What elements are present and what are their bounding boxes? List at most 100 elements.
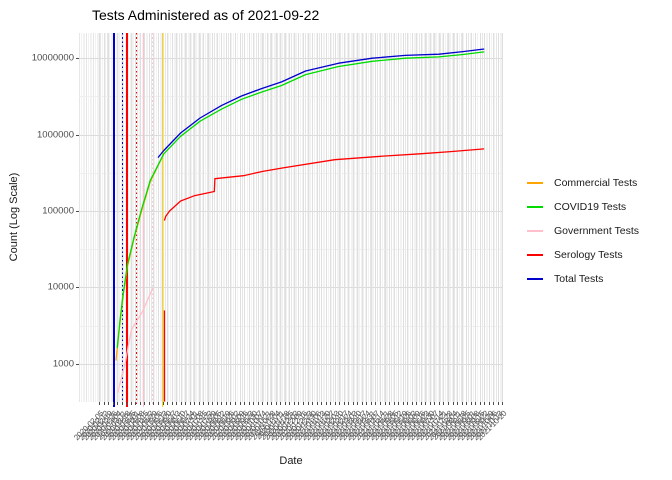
x-tick-mark — [203, 402, 205, 405]
gridline-vertical-major — [103, 33, 105, 402]
gridline-vertical-major — [352, 33, 354, 402]
legend-item-label: Government Tests — [554, 225, 640, 237]
x-tick-mark — [307, 402, 309, 405]
x-tick-mark — [370, 402, 372, 405]
gridline-vertical-major — [235, 33, 236, 402]
gridline-vertical-major — [221, 33, 223, 402]
legend-key-line — [527, 206, 543, 208]
gridline-vertical-major — [398, 33, 400, 402]
gridline-vertical-major — [112, 33, 114, 402]
gridline-vertical-major — [194, 33, 196, 402]
gridline-vertical-major — [375, 33, 377, 402]
gridline-vertical-major — [117, 33, 119, 402]
y-tick-mark — [76, 58, 79, 60]
x-tick-mark — [198, 402, 200, 405]
x-tick-mark — [221, 402, 223, 405]
x-tick-mark — [257, 402, 259, 405]
x-tick-mark — [393, 402, 395, 405]
legend-item: Total Tests — [527, 267, 639, 291]
gridline-vertical-major — [497, 33, 499, 402]
gridline-vertical-major — [321, 33, 323, 402]
x-tick-mark — [321, 402, 323, 405]
event-vline — [121, 33, 123, 407]
event-vline — [142, 33, 145, 407]
gridline-vertical-major — [262, 33, 264, 402]
gridline-vertical-major — [185, 33, 187, 402]
x-tick-mark — [470, 402, 472, 405]
gridline-vertical-major — [434, 33, 436, 402]
gridline-vertical-major — [171, 33, 173, 402]
gridline-vertical-major — [348, 33, 350, 402]
x-tick-mark — [384, 402, 386, 405]
y-tick-mark — [76, 287, 79, 289]
gridline-vertical-major — [461, 33, 463, 402]
x-tick-mark — [312, 402, 314, 405]
gridline-vertical-major — [316, 33, 318, 402]
gridline-vertical-major — [470, 33, 472, 402]
x-tick-mark — [176, 402, 178, 405]
x-tick-mark — [325, 402, 327, 405]
legend: Commercial Tests COVID19 Tests Government … — [527, 171, 639, 291]
gridline-vertical-major — [275, 33, 277, 402]
x-tick-mark — [112, 402, 114, 405]
x-tick-mark — [266, 402, 268, 405]
x-tick-mark — [407, 402, 409, 405]
x-tick-mark — [216, 402, 218, 405]
x-tick-mark — [180, 402, 182, 405]
gridline-vertical-major — [402, 33, 404, 402]
x-tick-mark — [284, 402, 286, 405]
event-vline — [135, 33, 138, 407]
x-tick-mark — [153, 402, 155, 405]
gridline-vertical-major — [357, 33, 359, 402]
gridline-vertical-major — [370, 33, 372, 402]
x-tick-mark — [438, 402, 440, 405]
gridline-vertical-major — [157, 33, 159, 402]
legend-item-label: Serology Tests — [554, 249, 623, 261]
y-tick-label: 1000 — [52, 358, 74, 370]
x-tick-mark — [452, 402, 454, 405]
legend-item-label: COVID19 Tests — [554, 201, 627, 213]
x-tick-mark — [339, 402, 341, 405]
gridline-vertical-major — [475, 33, 477, 402]
gridline-vertical-major — [339, 33, 341, 402]
gridline-horizontal-major — [79, 363, 503, 365]
x-tick-mark — [103, 402, 105, 405]
x-tick-mark — [230, 402, 232, 405]
x-tick-mark — [366, 402, 368, 405]
y-tick-label: 10000000 — [31, 52, 74, 64]
gridline-vertical-major — [312, 33, 314, 402]
x-tick-mark — [361, 402, 363, 405]
gridline-vertical-major — [216, 33, 218, 402]
y-tick-label: 1000000 — [37, 129, 74, 141]
x-tick-mark — [502, 402, 504, 405]
x-tick-mark — [144, 402, 146, 405]
gridline-vertical-major — [457, 33, 459, 402]
gridline-vertical-major — [248, 33, 250, 402]
y-tick-mark — [76, 363, 79, 365]
x-tick-mark — [334, 402, 336, 405]
x-tick-mark — [148, 402, 150, 405]
gridline-vertical-major — [416, 33, 418, 402]
gridline-vertical-major — [212, 33, 214, 402]
x-tick-mark — [262, 402, 264, 405]
x-tick-mark — [375, 402, 377, 405]
x-tick-mark — [348, 402, 350, 405]
x-tick-mark — [162, 402, 164, 405]
x-tick-mark — [280, 402, 282, 405]
x-tick-mark — [271, 402, 273, 405]
gridline-vertical-major — [493, 33, 495, 402]
x-tick-mark — [298, 402, 300, 405]
x-tick-mark — [357, 402, 359, 405]
x-tick-mark — [189, 402, 191, 405]
gridline-vertical-major — [271, 33, 273, 402]
event-vline — [152, 33, 154, 407]
legend-key-line — [527, 182, 543, 184]
x-tick-mark — [488, 402, 490, 405]
x-tick-mark — [416, 402, 418, 405]
x-tick-mark — [207, 402, 209, 405]
gridline-vertical-major — [452, 33, 454, 402]
x-tick-mark — [130, 402, 132, 405]
gridline-vertical-major — [466, 33, 468, 402]
x-tick-mark — [248, 402, 250, 405]
